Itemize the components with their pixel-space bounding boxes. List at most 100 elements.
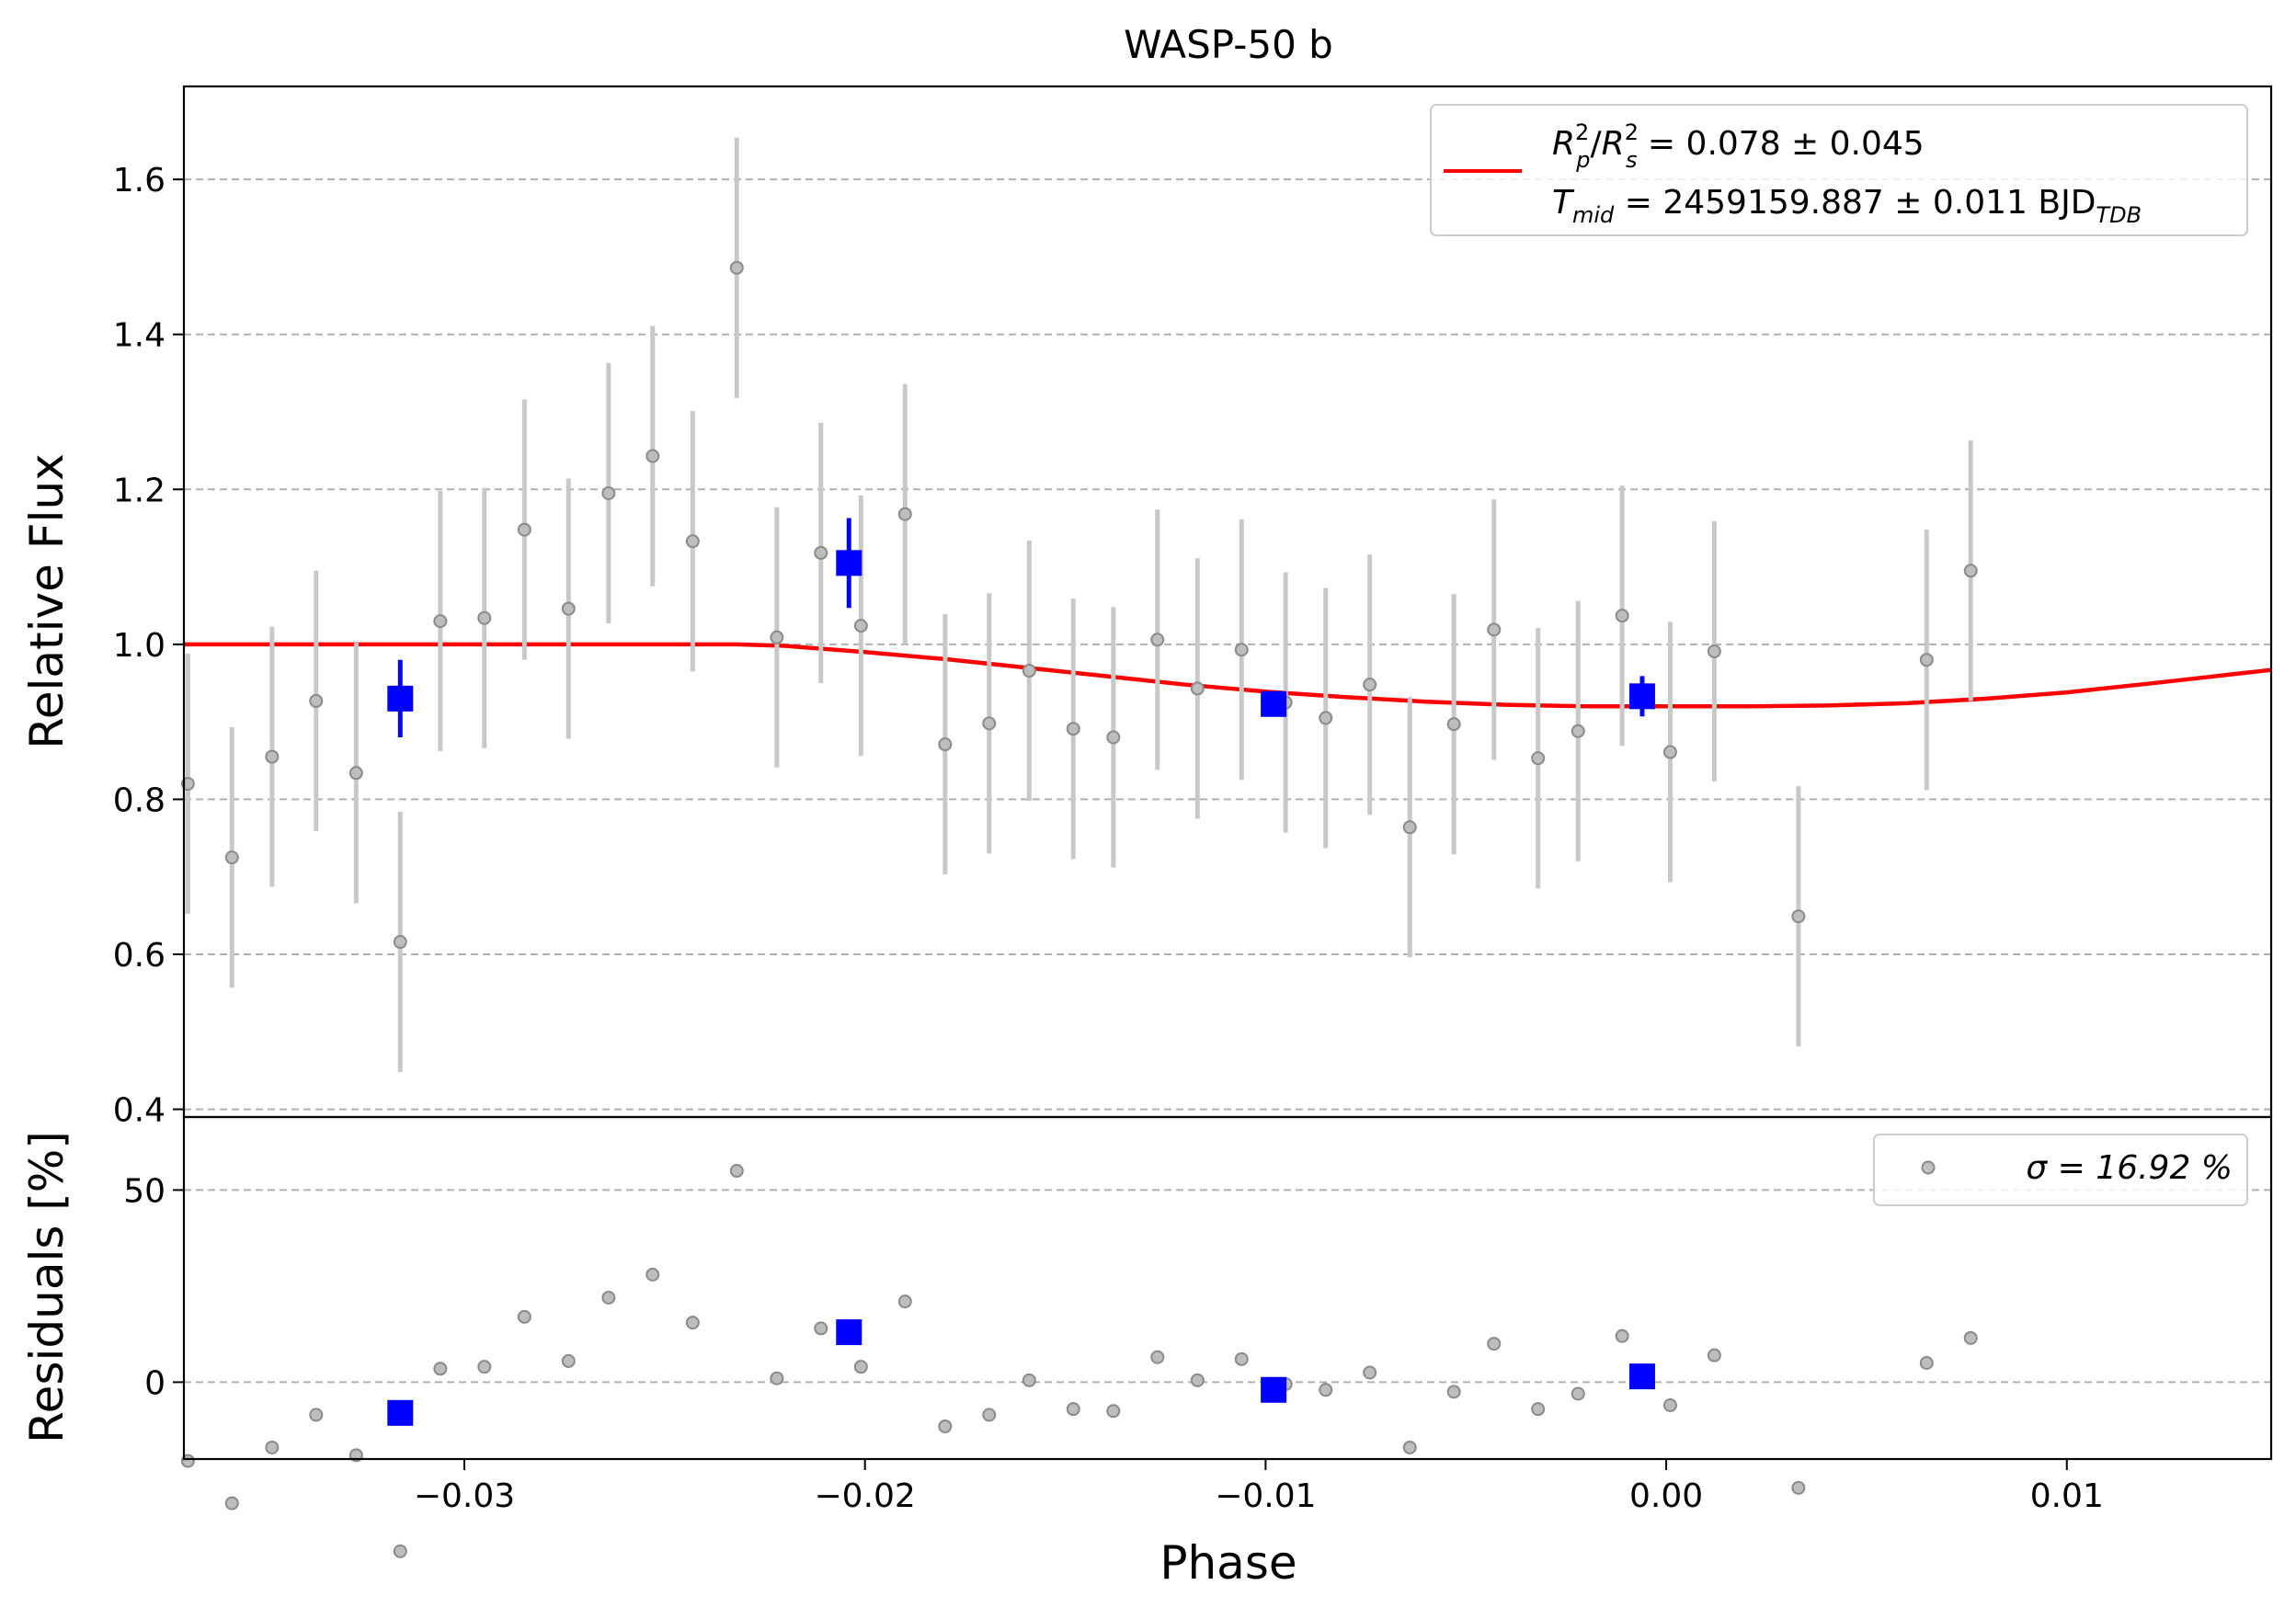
raw-point	[1022, 664, 1036, 678]
residual-point	[1319, 1383, 1333, 1397]
bottom-legend-box	[1873, 1134, 2248, 1206]
raw-point	[1662, 745, 1677, 759]
raw-point	[601, 486, 616, 500]
raw-point	[645, 449, 660, 463]
raw-point	[1487, 622, 1502, 637]
residual-point	[1707, 1348, 1721, 1362]
residual-point	[814, 1321, 828, 1336]
residual-point	[1022, 1373, 1036, 1387]
binned-point	[387, 685, 414, 712]
residual-point	[1234, 1351, 1249, 1366]
residual-point	[1919, 1356, 1934, 1371]
residual-point	[601, 1290, 616, 1305]
raw-point	[393, 935, 407, 950]
model-curve	[184, 642, 2272, 709]
residual-point	[645, 1267, 660, 1282]
residual-point	[1402, 1440, 1417, 1454]
binned-point	[1261, 690, 1287, 717]
raw-point	[1190, 681, 1205, 696]
residual-point	[1571, 1386, 1585, 1401]
residual-point	[982, 1408, 997, 1422]
raw-point	[477, 610, 492, 625]
raw-point	[433, 614, 448, 629]
residual-point	[1363, 1365, 1377, 1380]
raw-point	[1707, 644, 1721, 658]
residual-point	[477, 1360, 492, 1374]
residual-point	[1662, 1397, 1677, 1412]
x-axis-label: Phase	[1159, 1536, 1296, 1590]
residual-binned-point	[836, 1319, 862, 1346]
raw-point	[1615, 609, 1629, 623]
x-tick-label: 0.01	[2030, 1477, 2104, 1515]
top-y-tick-label: 0.4	[113, 1092, 166, 1130]
raw-point	[853, 619, 868, 633]
residual-point	[224, 1496, 239, 1511]
raw-point	[561, 601, 576, 616]
raw-point	[1791, 909, 1806, 924]
residual-point	[180, 1454, 195, 1468]
bottom-y-tick-label: 50	[123, 1172, 166, 1210]
raw-point	[982, 716, 997, 731]
raw-point	[897, 507, 912, 521]
bottom-legend: σ = 16.92 %	[1873, 1134, 2248, 1206]
residual-point	[897, 1294, 912, 1309]
raw-point	[224, 850, 239, 865]
residual-point	[1531, 1402, 1546, 1417]
residual-point	[1791, 1480, 1806, 1495]
top-y-axis-label: Relative Flux	[20, 453, 74, 748]
raw-point	[814, 545, 828, 560]
residual-point	[1190, 1373, 1205, 1387]
raw-point	[1919, 653, 1934, 667]
top-y-tick-label: 1.6	[113, 162, 166, 200]
top-y-tick-label: 1.0	[113, 627, 166, 665]
top-y-tick-label: 0.8	[113, 781, 166, 819]
bottom-legend-marker	[1921, 1160, 1936, 1175]
raw-point	[685, 534, 700, 549]
residual-point	[1066, 1402, 1080, 1417]
binned-point	[836, 550, 862, 576]
residual-point	[853, 1360, 868, 1374]
residual-point	[561, 1353, 576, 1368]
raw-point	[1150, 633, 1165, 647]
raw-point	[309, 693, 324, 708]
residual-point	[1446, 1385, 1461, 1399]
top-legend-line-2: Tmid = 2459159.887 ± 0.011 BJDTDB	[1552, 184, 2142, 228]
raw-point	[938, 737, 953, 752]
x-tick-label: −0.01	[1215, 1477, 1316, 1515]
residual-point	[309, 1408, 324, 1422]
residual-point	[938, 1419, 953, 1433]
raw-point	[265, 749, 280, 764]
binned-point	[1628, 683, 1655, 710]
raw-point	[1319, 711, 1333, 725]
residual-point	[1150, 1350, 1165, 1364]
raw-point	[517, 522, 531, 537]
raw-point	[348, 766, 363, 781]
raw-point	[1402, 820, 1417, 835]
raw-point	[1531, 751, 1546, 766]
chart-title: WASP-50 b	[1124, 22, 1333, 67]
residual-point	[1487, 1337, 1502, 1351]
top-legend: R2 p/R2 s = 0.078 ± 0.045 Tmid = 2459159.8…	[1430, 104, 2248, 236]
residual-point	[770, 1371, 784, 1385]
residual-point	[1106, 1404, 1121, 1419]
top-y-tick-label: 1.4	[113, 317, 166, 355]
residual-binned-point	[1628, 1363, 1655, 1390]
residual-point	[1615, 1328, 1629, 1343]
residual-binned-point	[1261, 1376, 1287, 1403]
top-y-tick-label: 1.2	[113, 472, 166, 509]
raw-point	[729, 260, 744, 275]
x-tick-label: −0.02	[815, 1477, 916, 1515]
top-legend-line-1: R2 p/R2 s = 0.078 ± 0.045	[1552, 120, 1925, 173]
raw-point	[1106, 730, 1121, 745]
residual-point	[265, 1440, 280, 1454]
bottom-plot-frame	[182, 1115, 2273, 1461]
bottom-legend-label: σ = 16.92 %	[2026, 1149, 2233, 1187]
raw-point	[1066, 722, 1080, 736]
x-tick-label: 0.00	[1629, 1477, 1703, 1515]
raw-point	[1234, 643, 1249, 657]
bottom-y-axis-label: Residuals [%]	[20, 1131, 74, 1443]
raw-point	[180, 777, 195, 792]
raw-point	[1363, 678, 1377, 692]
residual-point	[685, 1316, 700, 1330]
